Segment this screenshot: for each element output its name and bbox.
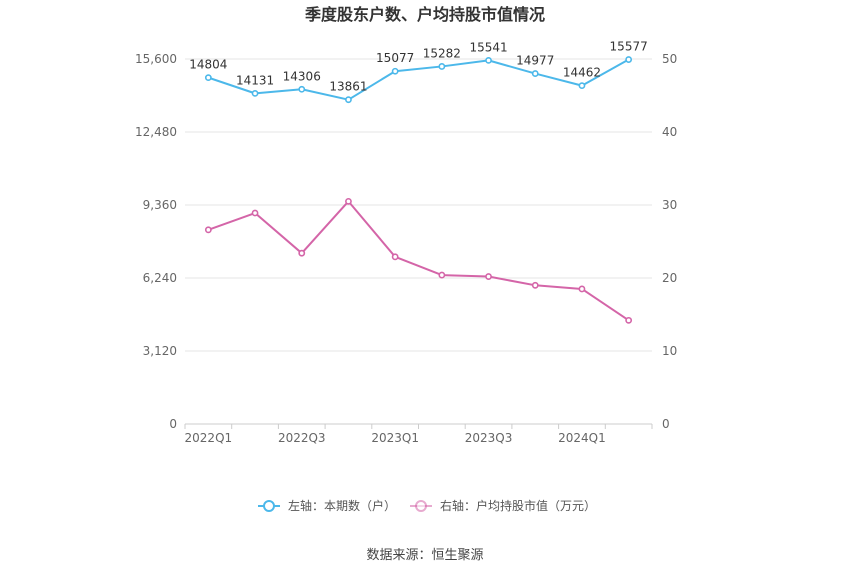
data-point-avg-market-value bbox=[485, 273, 492, 280]
data-point-avg-market-value bbox=[391, 253, 399, 261]
data-point-shareholders bbox=[204, 74, 212, 82]
data-point-avg-market-value bbox=[251, 209, 259, 217]
legend-item-avg-market-value[interactable]: 右轴：户均持股市值（万元） bbox=[410, 498, 596, 513]
data-point-avg-market-value bbox=[531, 281, 539, 289]
right-axis-tick-label: 0 bbox=[662, 417, 670, 431]
right-axis-tick-label: 10 bbox=[662, 344, 677, 358]
data-labels: 14804 14131 14306 13861 15077 15282 15541 14977… bbox=[189, 40, 647, 94]
legend-swatch-marker bbox=[415, 500, 427, 512]
data-point-shareholders bbox=[298, 85, 306, 93]
right-axis-tick-label: 40 bbox=[662, 125, 677, 139]
x-axis-tick-label: 2022Q1 bbox=[185, 431, 233, 445]
legend-item-shareholders[interactable]: 左轴：本期数（户） bbox=[258, 498, 396, 513]
series-layer bbox=[204, 56, 633, 324]
data-point-avg-market-value bbox=[204, 226, 212, 234]
data-label: 15282 bbox=[423, 46, 461, 60]
data-point-avg-market-value bbox=[345, 197, 352, 205]
legend-label: 右轴：户均持股市值（万元） bbox=[440, 498, 596, 513]
data-point-avg-market-value bbox=[438, 271, 446, 279]
left-axis-tick-label: 0 bbox=[169, 417, 177, 431]
data-label: 15077 bbox=[376, 51, 414, 65]
x-axis-tick-label: 2023Q3 bbox=[465, 431, 513, 445]
data-label: 14131 bbox=[236, 73, 274, 87]
left-axis-tick-label: 15,600 bbox=[135, 52, 177, 66]
right-axis-tick-label: 20 bbox=[662, 271, 677, 285]
data-label: 15577 bbox=[610, 40, 648, 54]
series-line-shareholders bbox=[208, 58, 630, 101]
left-axis-tick-label: 12,480 bbox=[135, 125, 177, 139]
left-axis-tick-label: 3,120 bbox=[143, 344, 177, 358]
legend-label: 左轴：本期数（户） bbox=[288, 498, 396, 513]
series-line-avg-market-value bbox=[208, 200, 630, 322]
data-label: 14977 bbox=[516, 54, 554, 68]
axes: 0 0 3,120 10 6,240 20 9,360 30 12,480 40 15,600 50 2… bbox=[135, 52, 677, 445]
source-note: 数据来源：恒生聚源 bbox=[366, 548, 483, 563]
data-label: 15541 bbox=[469, 40, 507, 54]
left-axis-tick-label: 6,240 bbox=[143, 271, 177, 285]
data-point-shareholders bbox=[485, 56, 492, 64]
x-axis-tick-label: 2024Q1 bbox=[558, 431, 606, 445]
data-point-shareholders bbox=[345, 96, 352, 104]
grid-lines bbox=[185, 58, 652, 425]
data-point-shareholders bbox=[438, 63, 446, 70]
chart-title: 季度股东户数、户均持股市值情况 bbox=[304, 5, 545, 24]
x-axis-tick-label: 2022Q3 bbox=[278, 431, 326, 445]
data-point-avg-market-value bbox=[625, 316, 633, 324]
data-label: 13861 bbox=[329, 80, 367, 94]
data-point-shareholders bbox=[251, 89, 259, 97]
data-point-shareholders bbox=[625, 56, 633, 63]
data-point-avg-market-value bbox=[578, 285, 586, 293]
left-axis-tick-label: 9,360 bbox=[143, 198, 177, 212]
data-label: 14804 bbox=[189, 58, 227, 72]
right-axis-tick-label: 30 bbox=[662, 198, 677, 212]
right-axis-tick-label: 50 bbox=[662, 52, 677, 66]
legend[interactable]: 左轴：本期数（户） 右轴：户均持股市值（万元） bbox=[258, 498, 596, 513]
data-label: 14306 bbox=[283, 69, 321, 83]
data-point-avg-market-value bbox=[298, 249, 306, 257]
data-point-shareholders bbox=[531, 70, 539, 77]
data-point-shareholders bbox=[391, 67, 399, 75]
legend-swatch-marker bbox=[263, 500, 275, 512]
data-label: 14462 bbox=[563, 66, 601, 80]
data-point-shareholders bbox=[578, 82, 586, 90]
x-axis-tick-label: 2023Q1 bbox=[371, 431, 419, 445]
